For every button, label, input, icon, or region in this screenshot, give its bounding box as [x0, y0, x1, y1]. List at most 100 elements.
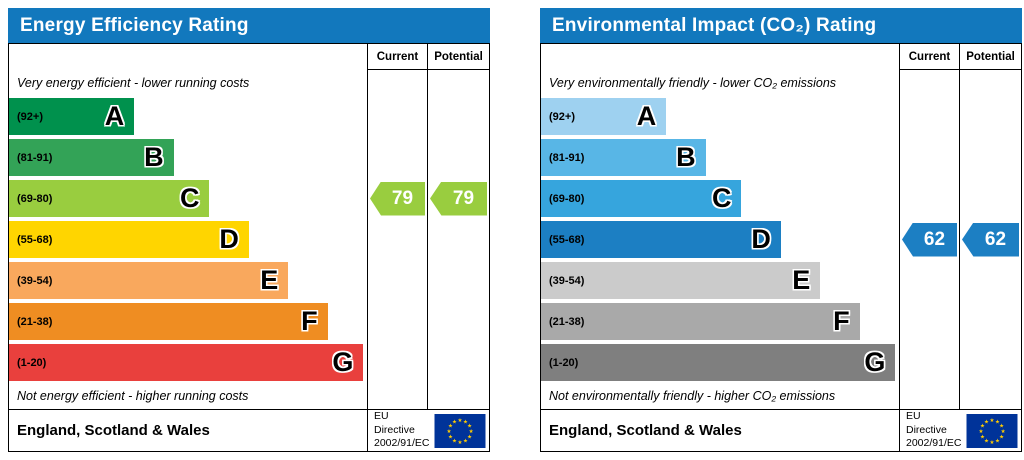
band-row-c: (69-80) C	[9, 178, 367, 219]
column-header-potential: Potential	[428, 44, 489, 70]
rating-band-c: (69-80) C	[541, 180, 742, 217]
band-letter: B	[144, 142, 164, 172]
energy-bands: (92+) A (81-91) B (69-80	[9, 96, 367, 383]
svg-text:★: ★	[999, 434, 1004, 440]
eu-directive-section: EU Directive 2002/91/EC ★ ★ ★ ★ ★ ★ ★ ★ ★ ★ ★ ★	[367, 410, 489, 451]
rating-band-a: (92+) A	[541, 98, 667, 135]
environmental-bands: (92+) A (81-91) B (69-80	[541, 96, 899, 383]
band-letter: C	[179, 183, 200, 213]
column-header-current: Current	[900, 44, 959, 70]
energy-current-column: Current 79	[367, 44, 427, 409]
rating-band-e: (39-54) E	[9, 262, 289, 299]
svg-text:★: ★	[452, 419, 457, 425]
band-letter: G	[332, 347, 354, 377]
band-range-label: (81-91)	[549, 151, 585, 164]
column-header-current: Current	[368, 44, 427, 70]
region-label: England, Scotland & Wales	[549, 422, 742, 439]
eu-directive-label: EU Directive 2002/91/EC	[906, 410, 962, 451]
energy-potential-column: Potential 79	[427, 44, 489, 409]
energy-bottom-caption: Not energy efficient - higher running co…	[17, 389, 249, 403]
svg-text:★: ★	[980, 434, 985, 440]
eu-directive-line1: EU Directive	[374, 410, 415, 436]
potential-rating-indicator: 62	[962, 222, 1019, 257]
band-row-g: (1-20) G	[541, 342, 899, 383]
svg-text:★: ★	[995, 438, 1000, 444]
band-row-f: (21-38) F	[9, 301, 367, 342]
energy-current-column-body: 79	[368, 70, 427, 409]
rating-band-c: (69-80) C	[9, 180, 210, 217]
band-letter: A	[636, 101, 657, 131]
band-row-g: (1-20) G	[9, 342, 367, 383]
energy-bands-column: Very energy efficient - lower running co…	[9, 44, 367, 409]
svg-text:★: ★	[980, 423, 985, 429]
energy-rating-table: Very energy efficient - lower running co…	[8, 43, 490, 452]
band-range-label: (81-91)	[17, 151, 53, 164]
svg-text:★: ★	[999, 423, 1004, 429]
environmental-chart-footer: England, Scotland & Wales EU Directive 2…	[541, 409, 1021, 451]
energy-top-caption: Very energy efficient - lower running co…	[17, 76, 250, 90]
band-range-label: (69-80)	[17, 192, 53, 205]
band-range-label: (92+)	[17, 110, 43, 123]
eu-directive-section: EU Directive 2002/91/EC ★ ★ ★ ★ ★ ★ ★ ★ ★ ★ ★ ★	[899, 410, 1021, 451]
environmental-potential-column-body: 62	[960, 70, 1021, 409]
band-row-b: (81-91) B	[9, 137, 367, 178]
svg-text:★: ★	[469, 428, 474, 434]
environmental-rating-grid: Very environmentally friendly - lower CO…	[541, 44, 1021, 409]
rating-band-f: (21-38) F	[9, 303, 328, 340]
svg-text:★: ★	[448, 434, 453, 440]
svg-text:★: ★	[978, 428, 983, 434]
band-row-d: (55-68) D	[541, 219, 899, 260]
environmental-potential-column: Potential 62	[959, 44, 1021, 409]
band-row-d: (55-68) D	[9, 219, 367, 260]
rating-band-d: (55-68) D	[541, 221, 781, 258]
band-range-label: (55-68)	[549, 233, 585, 246]
svg-text:★: ★	[458, 439, 463, 445]
band-letter: A	[104, 101, 125, 131]
band-range-label: (21-38)	[17, 315, 53, 328]
svg-text:★: ★	[984, 438, 989, 444]
energy-chart-footer: England, Scotland & Wales EU Directive 2…	[9, 409, 489, 451]
rating-band-e: (39-54) E	[541, 262, 821, 299]
band-letter: F	[833, 306, 850, 336]
svg-text:★: ★	[463, 438, 468, 444]
band-row-e: (39-54) E	[9, 260, 367, 301]
energy-potential-column-body: 79	[428, 70, 489, 409]
svg-text:★: ★	[452, 438, 457, 444]
rating-band-g: (1-20) G	[9, 344, 364, 381]
band-letter: E	[260, 265, 279, 295]
eu-flag-icon: ★ ★★★★★★★★★★★	[966, 413, 1018, 448]
eu-directive-label: EU Directive 2002/91/EC	[374, 410, 430, 451]
band-range-label: (39-54)	[17, 274, 53, 287]
rating-band-a: (92+) A	[9, 98, 135, 135]
rating-band-g: (1-20) G	[541, 344, 896, 381]
energy-efficiency-chart: Energy Efficiency Rating Very energy eff…	[8, 8, 490, 452]
environmental-bottom-caption: Not environmentally friendly - higher CO…	[549, 389, 836, 403]
current-rating-indicator: 62	[902, 222, 957, 257]
environmental-rating-table: Very environmentally friendly - lower CO…	[540, 43, 1022, 452]
svg-text:★: ★	[446, 428, 451, 434]
energy-chart-title: Energy Efficiency Rating	[8, 8, 490, 43]
band-range-label: (1-20)	[17, 356, 47, 369]
eu-flag-icon: ★ ★★★★★★★★★★★	[434, 413, 486, 448]
eu-directive-line2: 2002/91/EC	[374, 437, 430, 450]
potential-rating-indicator: 79	[430, 181, 487, 216]
svg-text:★: ★	[448, 423, 453, 429]
band-letter: D	[219, 224, 239, 254]
current-rating-indicator: 79	[370, 181, 425, 216]
svg-text:★: ★	[984, 419, 989, 425]
band-row-f: (21-38) F	[541, 301, 899, 342]
band-row-a: (92+) A	[9, 96, 367, 137]
band-letter: F	[301, 306, 318, 336]
rating-band-b: (81-91) B	[9, 139, 174, 176]
band-letter: G	[864, 347, 886, 377]
band-row-e: (39-54) E	[541, 260, 899, 301]
band-range-label: (21-38)	[549, 315, 585, 328]
band-range-label: (92+)	[549, 110, 575, 123]
band-row-a: (92+) A	[541, 96, 899, 137]
rating-band-d: (55-68) D	[9, 221, 249, 258]
band-range-label: (1-20)	[549, 356, 579, 369]
environmental-top-caption: Very environmentally friendly - lower CO…	[549, 76, 837, 90]
energy-rating-grid: Very energy efficient - lower running co…	[9, 44, 489, 409]
environmental-current-column-body: 62	[900, 70, 959, 409]
